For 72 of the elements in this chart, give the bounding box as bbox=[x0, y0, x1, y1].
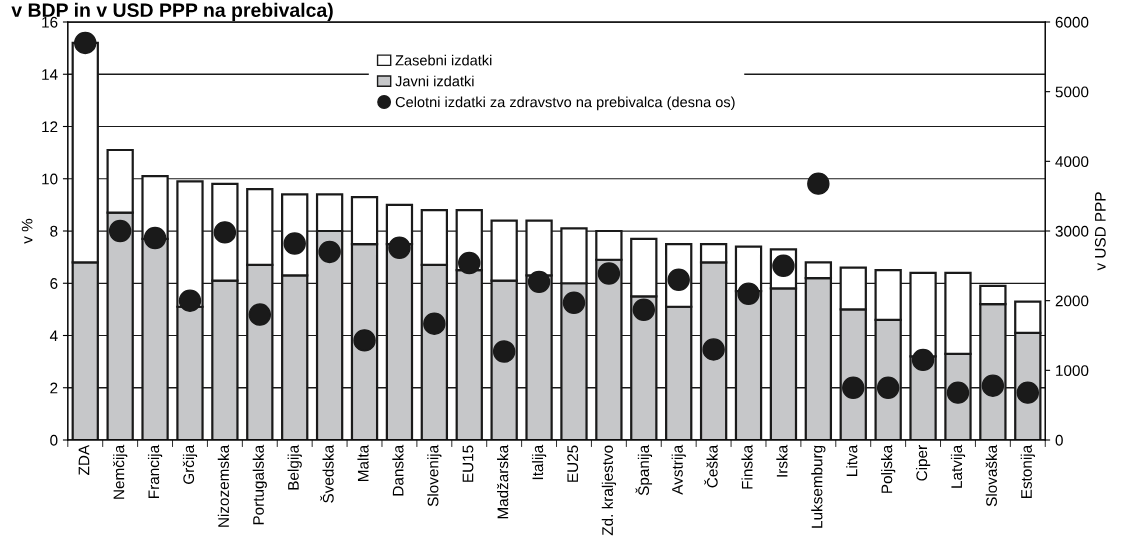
x-tick-label: Španija bbox=[635, 444, 653, 496]
x-tick-label: Danska bbox=[392, 444, 404, 496]
legend-label: Javni izdatki bbox=[395, 75, 474, 87]
x-tick-label: Francija bbox=[147, 444, 163, 498]
x-tick-label: EU15 bbox=[462, 445, 474, 482]
point bbox=[876, 376, 900, 399]
x-tick-label: Ciper bbox=[915, 445, 931, 481]
legend-label: Zasebni izdatki bbox=[395, 54, 492, 66]
y-tick-label: 0 bbox=[50, 434, 58, 446]
point bbox=[911, 348, 935, 372]
y2-tick-label: 1000 bbox=[1056, 365, 1089, 377]
legend-label: Celotni izdatki za zdravstvo na prebivalca (desna os) bbox=[395, 96, 735, 111]
x-tick-label: Portugalska bbox=[252, 444, 267, 525]
x-tick-label: Latvija bbox=[950, 444, 966, 488]
x-tick-label: Slovenija bbox=[427, 444, 442, 507]
point bbox=[108, 219, 132, 243]
y2-tick-label: 3000 bbox=[1055, 225, 1089, 237]
point bbox=[807, 172, 830, 195]
point bbox=[981, 374, 1005, 397]
y2-tick-label: 6000 bbox=[1055, 16, 1089, 28]
point bbox=[702, 338, 725, 361]
y2-axis-title: v USD PPP bbox=[1094, 192, 1106, 271]
point bbox=[492, 340, 516, 363]
y-tick-label: 6 bbox=[50, 278, 58, 289]
x-tick-label: Zd. kraljestvo bbox=[601, 445, 617, 536]
y2-tick-label: 5000 bbox=[1055, 86, 1089, 98]
x-tick-label: Grčija bbox=[182, 444, 198, 484]
y-tick-label: 10 bbox=[42, 173, 58, 185]
x-tick-label: Slovaška bbox=[985, 444, 997, 507]
point bbox=[842, 376, 865, 399]
y-axis-title: v % bbox=[21, 218, 33, 244]
point bbox=[597, 262, 621, 285]
x-tick-label: Avstrija bbox=[671, 444, 686, 495]
x-tick-label: Nemčija bbox=[113, 444, 128, 499]
x-tick-label: Madžarska bbox=[496, 444, 509, 519]
x-tick-label: EU25 bbox=[567, 445, 579, 482]
x-tick-label: Estonija bbox=[1020, 444, 1035, 498]
point bbox=[248, 303, 272, 326]
x-tick-label: Litva bbox=[846, 444, 858, 476]
y-tick-label: 12 bbox=[42, 121, 58, 133]
y-tick-label: 14 bbox=[42, 69, 58, 80]
point bbox=[74, 31, 97, 55]
x-tick-label: ZDA bbox=[78, 444, 90, 475]
y-tick-label: 2 bbox=[50, 382, 58, 394]
x-tick-label: Češka bbox=[704, 444, 718, 488]
point bbox=[143, 226, 167, 250]
point bbox=[737, 282, 760, 305]
x-tick-label: Finska bbox=[741, 444, 753, 489]
x-tick-label: Italija bbox=[531, 444, 547, 480]
y-tick-label: 4 bbox=[49, 330, 58, 342]
x-tick-label: Švedska bbox=[320, 444, 334, 503]
point bbox=[1016, 381, 1040, 404]
x-tick-label: Irska bbox=[776, 444, 788, 477]
x-tick-label: Nizozemska bbox=[217, 444, 229, 527]
x-tick-label: Malta bbox=[357, 444, 369, 481]
point bbox=[178, 289, 202, 312]
y-tick-label: 8 bbox=[50, 225, 58, 237]
y2-tick-label: 0 bbox=[1055, 434, 1063, 446]
point bbox=[388, 236, 411, 259]
x-tick-label: Belgija bbox=[287, 444, 302, 490]
point bbox=[213, 221, 237, 244]
point bbox=[318, 240, 341, 264]
x-tick-label: Luksemburg bbox=[811, 445, 826, 528]
point bbox=[353, 329, 376, 352]
point bbox=[632, 298, 656, 321]
point bbox=[527, 270, 551, 294]
point bbox=[423, 312, 446, 335]
y2-tick-label: 2000 bbox=[1055, 295, 1089, 307]
x-tick-label: Poljska bbox=[881, 444, 896, 493]
point bbox=[562, 291, 586, 314]
y2-tick-label: 4000 bbox=[1055, 156, 1089, 168]
point bbox=[458, 251, 481, 275]
